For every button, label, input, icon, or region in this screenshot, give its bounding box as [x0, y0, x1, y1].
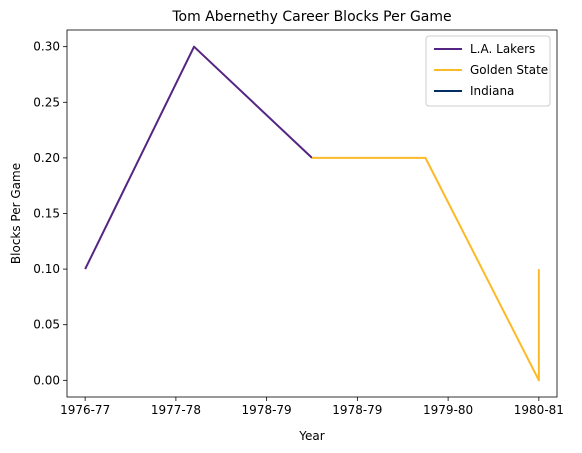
y-tick-label: 0.25 [33, 95, 60, 109]
series-line-0 [84, 45, 313, 270]
x-tick-label: 1977-78 [151, 403, 201, 417]
y-tick-label: 0.30 [33, 40, 60, 54]
legend-label-0: L.A. Lakers [470, 42, 535, 56]
y-tick-label: 0.10 [33, 262, 60, 276]
legend: L.A. Lakers Golden State Indiana [425, 35, 551, 107]
y-tick-label: 0.15 [33, 207, 60, 221]
axes-layer: 1976-77 1977-78 1978-79 1978-79 1979-80 1980-… [33, 29, 564, 417]
legend-box [425, 35, 551, 107]
y-tick-label: 0.05 [33, 318, 60, 332]
x-tick-label: 1978-79 [242, 403, 292, 417]
y-tick-label: 0.20 [33, 151, 60, 165]
y-tick-label: 0.00 [33, 373, 60, 387]
y-axis-label: Blocks Per Game [9, 163, 23, 264]
chart-title: Tom Abernethy Career Blocks Per Game [171, 9, 451, 25]
x-tick-label: 1980-81 [514, 403, 564, 417]
series-line-1 [312, 156, 540, 382]
series-layer [84, 45, 540, 382]
x-axis-label: Year [298, 429, 324, 443]
legend-label-1: Golden State [470, 63, 548, 77]
x-tick-label: 1976-77 [60, 403, 110, 417]
legend-label-2: Indiana [470, 84, 514, 98]
x-tick-label: 1978-79 [332, 403, 382, 417]
x-tick-label: 1979-80 [423, 403, 473, 417]
